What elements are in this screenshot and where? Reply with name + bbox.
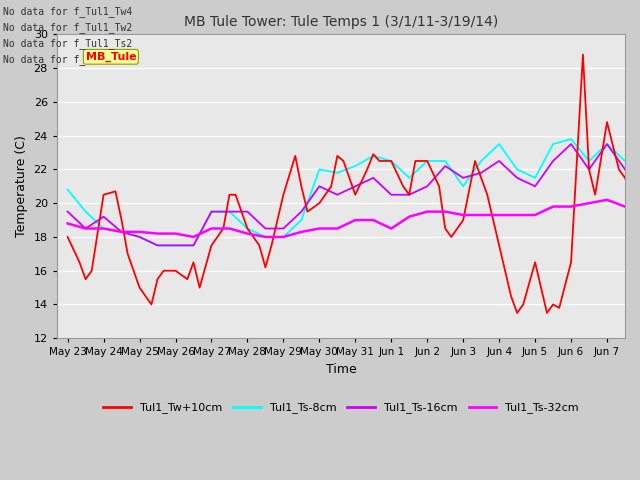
Y-axis label: Temperature (C): Temperature (C) — [15, 135, 28, 237]
Text: No data for f_Tul1_Tw2: No data for f_Tul1_Tw2 — [3, 22, 132, 33]
Text: No data for f_Tul1_Ts2: No data for f_Tul1_Ts2 — [3, 38, 132, 49]
Text: MB_Tule: MB_Tule — [86, 52, 136, 62]
Text: No data for f_Tul1_Tw4: No data for f_Tul1_Tw4 — [3, 6, 132, 17]
X-axis label: Time: Time — [326, 363, 356, 376]
Title: MB Tule Tower: Tule Temps 1 (3/1/11-3/19/14): MB Tule Tower: Tule Temps 1 (3/1/11-3/19… — [184, 15, 498, 29]
Text: No data for f_: No data for f_ — [3, 54, 86, 65]
Legend: Tul1_Tw+10cm, Tul1_Ts-8cm, Tul1_Ts-16cm, Tul1_Ts-32cm: Tul1_Tw+10cm, Tul1_Ts-8cm, Tul1_Ts-16cm,… — [99, 398, 584, 418]
